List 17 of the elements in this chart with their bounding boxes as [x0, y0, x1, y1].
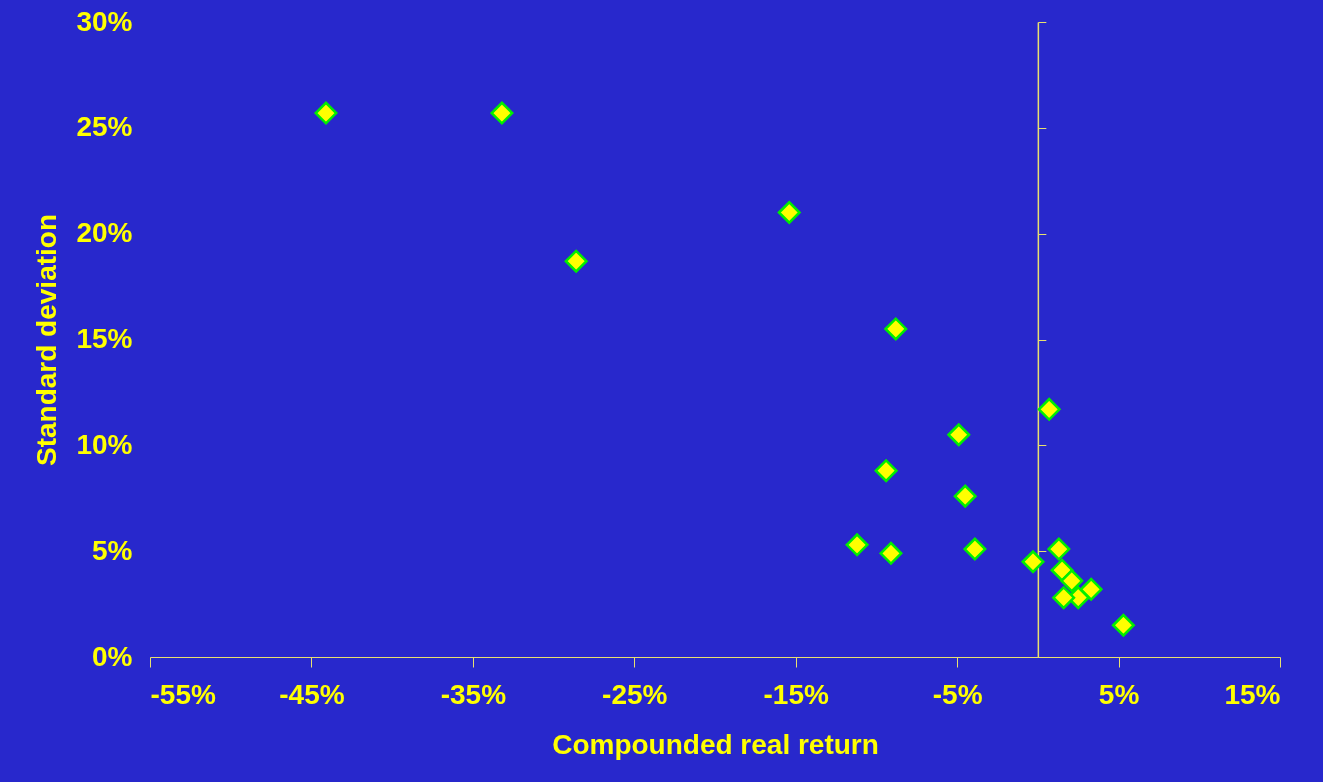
y-tick-label: 15%	[76, 323, 133, 354]
y-tick-label: 30%	[76, 5, 133, 37]
y-tick-label: 0%	[92, 640, 133, 672]
x-tick-label: -15%	[763, 678, 829, 710]
x-tick-label: -5%	[932, 678, 983, 710]
y-tick-label: 20%	[76, 217, 133, 249]
y-tick-label: 25%	[76, 111, 133, 143]
x-tick-label: 15%	[1224, 678, 1281, 710]
y-tick-label: 10%	[76, 428, 133, 460]
y-axis-title: Standard deviation	[31, 213, 63, 467]
x-tick-label: -25%	[602, 678, 668, 710]
x-tick-label: -45%	[279, 678, 345, 710]
x-tick-label: -55%	[150, 678, 216, 710]
x-tick-label: -35%	[440, 678, 507, 710]
y-tick-label: 5%	[92, 534, 133, 566]
x-tick-label: 5%	[1098, 678, 1140, 710]
x-axis-title: Compounded real return	[552, 728, 879, 760]
